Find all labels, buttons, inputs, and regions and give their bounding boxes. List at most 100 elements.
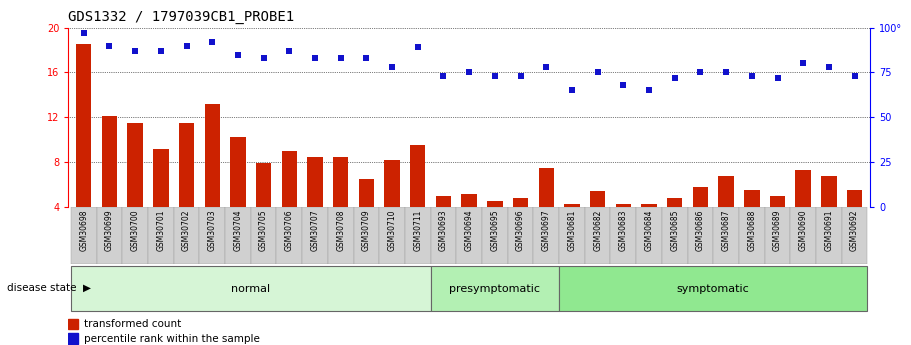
Text: transformed count: transformed count: [84, 319, 181, 329]
Text: GSM30693: GSM30693: [439, 210, 448, 252]
Text: GSM30684: GSM30684: [644, 210, 653, 252]
Point: [796, 61, 811, 66]
Text: GSM30689: GSM30689: [773, 210, 782, 252]
Bar: [662, 207, 688, 264]
Text: presymptomatic: presymptomatic: [449, 284, 540, 294]
Bar: [307, 157, 322, 207]
Point: [847, 73, 862, 79]
Point: [565, 88, 579, 93]
Text: GSM30709: GSM30709: [362, 210, 371, 252]
Bar: [791, 207, 816, 264]
Point: [436, 73, 451, 79]
Bar: [590, 191, 605, 207]
Bar: [688, 207, 713, 264]
Bar: [230, 138, 246, 207]
Text: GSM30688: GSM30688: [747, 210, 756, 251]
Bar: [795, 170, 811, 207]
Bar: [816, 207, 842, 264]
Bar: [276, 207, 302, 264]
Bar: [153, 149, 169, 207]
Text: GSM30706: GSM30706: [285, 210, 294, 252]
Text: disease state  ▶: disease state ▶: [7, 283, 91, 293]
Bar: [534, 207, 559, 264]
Text: GSM30696: GSM30696: [516, 210, 525, 252]
Bar: [462, 194, 476, 207]
Text: GSM30683: GSM30683: [619, 210, 628, 252]
Point: [154, 48, 169, 54]
Bar: [256, 163, 271, 207]
Bar: [770, 196, 785, 207]
Point: [411, 45, 425, 50]
Text: GSM30687: GSM30687: [722, 210, 731, 252]
Point: [128, 48, 142, 54]
Point: [590, 70, 605, 75]
Text: GSM30703: GSM30703: [208, 210, 217, 252]
Text: GSM30699: GSM30699: [105, 210, 114, 252]
Text: GSM30694: GSM30694: [465, 210, 474, 252]
Bar: [281, 151, 297, 207]
Point: [641, 88, 656, 93]
Point: [462, 70, 476, 75]
Text: GSM30681: GSM30681: [568, 210, 577, 251]
Bar: [122, 207, 148, 264]
Bar: [435, 196, 451, 207]
Point: [616, 82, 630, 88]
Point: [770, 75, 784, 81]
Point: [282, 48, 297, 54]
Point: [693, 70, 708, 75]
Bar: [359, 179, 374, 207]
Bar: [410, 145, 425, 207]
Point: [77, 30, 91, 36]
Text: GSM30698: GSM30698: [79, 210, 88, 252]
Text: percentile rank within the sample: percentile rank within the sample: [84, 334, 260, 344]
Point: [487, 73, 502, 79]
Bar: [384, 160, 400, 207]
Point: [230, 52, 245, 57]
Bar: [559, 266, 867, 312]
Bar: [102, 116, 118, 207]
Point: [102, 43, 117, 48]
Bar: [456, 207, 482, 264]
Bar: [379, 207, 404, 264]
Bar: [507, 207, 534, 264]
Text: GSM30685: GSM30685: [670, 210, 680, 252]
Text: GDS1332 / 1797039CB1_PROBE1: GDS1332 / 1797039CB1_PROBE1: [68, 10, 294, 24]
Bar: [76, 45, 91, 207]
Bar: [97, 207, 122, 264]
Text: GSM30691: GSM30691: [824, 210, 834, 252]
Bar: [225, 207, 251, 264]
Text: GSM30682: GSM30682: [593, 210, 602, 251]
Bar: [482, 207, 507, 264]
Text: GSM30700: GSM30700: [130, 210, 139, 252]
Text: GSM30707: GSM30707: [311, 210, 320, 252]
Bar: [821, 176, 836, 207]
Point: [359, 55, 374, 61]
Bar: [68, 319, 78, 329]
Bar: [847, 190, 863, 207]
Bar: [71, 207, 97, 264]
Bar: [744, 190, 760, 207]
Bar: [328, 207, 353, 264]
Point: [205, 39, 220, 45]
Text: GSM30708: GSM30708: [336, 210, 345, 252]
Bar: [719, 176, 734, 207]
Point: [308, 55, 322, 61]
Text: GSM30697: GSM30697: [542, 210, 551, 252]
Point: [822, 64, 836, 70]
Point: [256, 55, 271, 61]
Bar: [764, 207, 791, 264]
Point: [744, 73, 759, 79]
Point: [333, 55, 348, 61]
Bar: [68, 333, 78, 344]
Bar: [179, 123, 194, 207]
Bar: [404, 207, 431, 264]
Point: [668, 75, 682, 81]
Bar: [641, 204, 657, 207]
Bar: [739, 207, 764, 264]
Bar: [713, 207, 739, 264]
Bar: [174, 207, 200, 264]
Bar: [148, 207, 174, 264]
Text: symptomatic: symptomatic: [677, 284, 750, 294]
Bar: [667, 198, 682, 207]
Point: [719, 70, 733, 75]
